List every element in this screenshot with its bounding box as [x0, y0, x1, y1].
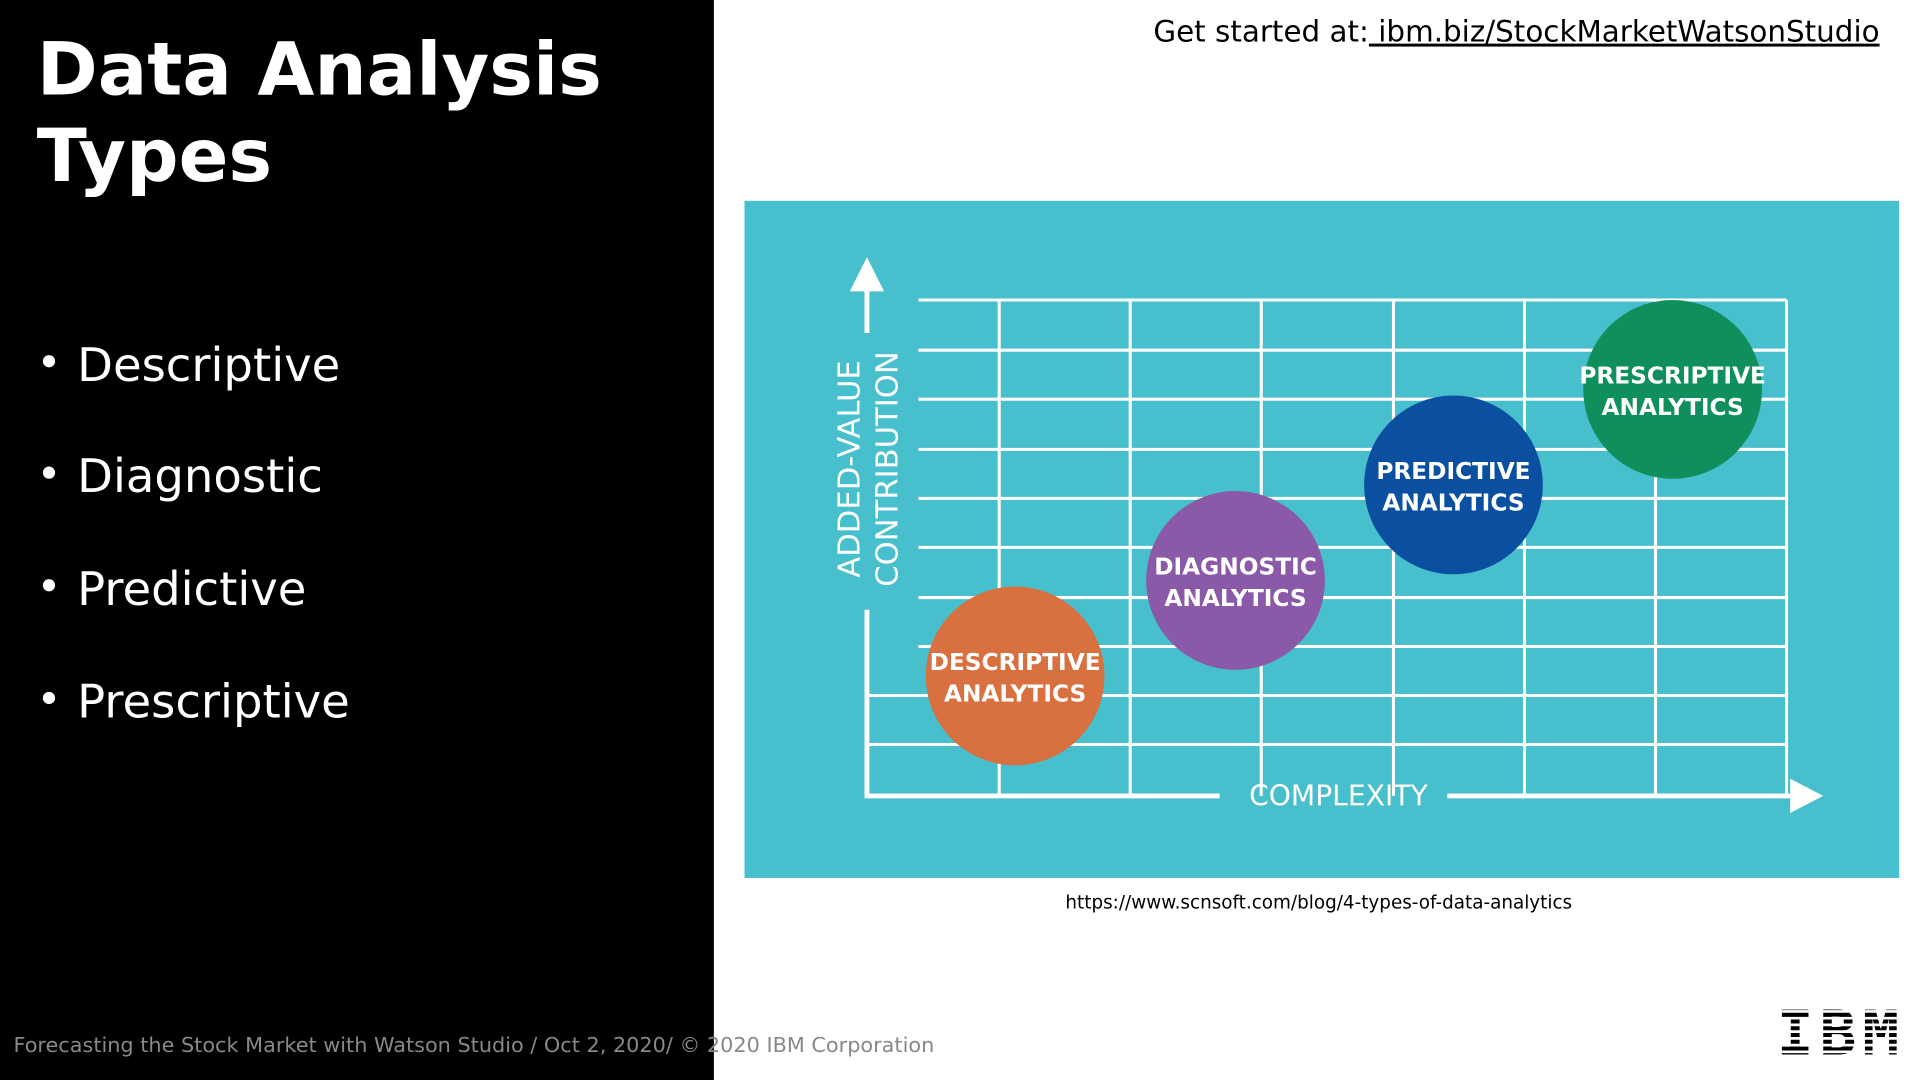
node-label: ANALYTICS	[1602, 394, 1744, 421]
title-line: Data Analysis	[37, 27, 602, 112]
bullet-text: Prescriptive	[77, 675, 350, 729]
bullet-dot	[42, 691, 56, 705]
get-started: Get started at: ibm.biz/StockMarketWatso…	[1153, 15, 1879, 49]
y-axis-label: CONTRIBUTION	[871, 351, 906, 586]
bullet-dot	[42, 466, 56, 479]
title-line: Types	[37, 114, 272, 199]
nodes: DESCRIPTIVE ANALYTICS DIAGNOSTIC ANALYTICS P…	[925, 300, 1766, 766]
bullet-text: Predictive	[77, 562, 306, 616]
node-circle	[925, 586, 1105, 766]
link[interactable]: ibm.biz/StockMarketWatsonStudio	[1369, 15, 1880, 49]
left-panel	[0, 0, 714, 1080]
link-prefix: Get started at:	[1153, 15, 1369, 49]
logo-text: IBM	[1777, 998, 1899, 1069]
node-label: DIAGNOSTIC	[1154, 553, 1317, 580]
footer: Forecasting the Stock Market with Watson…	[13, 1033, 934, 1057]
node-circle	[1146, 491, 1325, 670]
node-circle	[1583, 300, 1763, 479]
x-axis-label: COMPLEXITY	[1249, 780, 1428, 813]
node-label: ANALYTICS	[1164, 585, 1306, 612]
node-label: ANALYTICS	[1382, 490, 1524, 517]
bullet-list: Descriptive Diagnostic Predictive Prescript…	[42, 338, 350, 729]
bullet-dot	[42, 355, 56, 368]
node-circle	[1364, 395, 1543, 575]
axes	[849, 257, 1824, 814]
node-label: ANALYTICS	[944, 681, 1086, 708]
node-label: DESCRIPTIVE	[930, 649, 1101, 676]
bullet-text: Diagnostic	[77, 449, 323, 503]
diagram-background	[744, 200, 1900, 878]
node-label: PREDICTIVE	[1376, 458, 1530, 485]
source: https://www.scnsoft.com/blog/4-types-of-…	[1065, 893, 1572, 914]
ibm-logo: IBM	[1769, 998, 1911, 1069]
y-axis-label: ADDED-VALUE	[833, 360, 868, 577]
node-label: PRESCRIPTIVE	[1579, 362, 1766, 389]
bullet-dot	[42, 579, 56, 592]
bullet-text: Descriptive	[77, 338, 340, 392]
